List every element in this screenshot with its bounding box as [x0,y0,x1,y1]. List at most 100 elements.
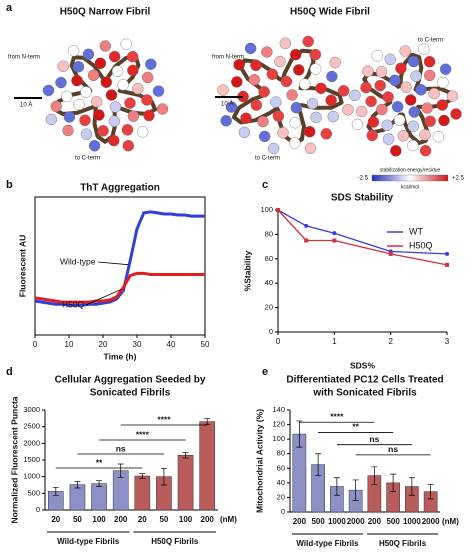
residue [80,128,93,140]
panel-letter: b [6,179,13,191]
series-line [34,210,205,307]
residue [79,114,91,127]
group-label: H50Q Fibrils [379,539,427,548]
x-tick-label: 0 [33,340,38,349]
residue [304,125,316,138]
residue [280,75,293,88]
y-tick-label: 100 [272,434,285,443]
residue [50,100,62,113]
y-tick-label: 0 [36,505,40,514]
y-axis-label: Normalized Fluorescent Puncta [9,396,19,523]
residue [418,43,430,55]
chart-title: Sonicated Fibrils [90,388,171,399]
y-axis-label: %Stability [242,250,252,291]
residue [405,94,417,106]
residue [415,84,427,96]
residue [326,70,338,83]
residue [141,94,153,106]
residue [419,144,432,157]
residue [270,96,282,108]
residue [423,56,436,68]
residue [132,82,144,95]
residue [105,89,118,101]
x-tick-label: 50 [201,340,210,349]
colorbar-tick: +2.5 [452,176,465,182]
residue [266,68,278,80]
bar [69,484,86,511]
residue [233,58,245,71]
x-tick-label: 3 [445,337,450,346]
legend-label: WT [409,226,423,236]
significance-label: ** [352,422,359,432]
chart-title: Differentiated PC12 Cells Treated [286,375,443,386]
residue [126,51,139,63]
legend-label: H50Q [409,240,433,250]
significance-label: ** [96,457,103,467]
residue [55,76,67,89]
chart-title: ThT Aggregation [80,183,160,194]
residue [225,101,238,113]
residue [366,129,378,142]
residue [407,139,419,152]
residue [62,124,74,137]
x-tick-label: 100 [92,515,106,524]
residue [290,48,302,61]
error-bar [390,473,397,492]
residue [419,129,431,141]
colorbar [371,174,449,182]
annotation: H50Q [62,299,85,309]
residue [90,95,103,108]
y-tick-label: 140 [272,405,285,414]
chart-title: SDS Stability [331,193,394,204]
residue [375,66,388,78]
residue [390,145,402,157]
bar [177,455,194,511]
x-tick-label: 100 [179,515,193,524]
residue [97,125,109,137]
error-bar [296,420,303,448]
error-bar [371,466,378,485]
residue [360,81,372,94]
y-tick-label: 20 [265,303,273,312]
residue [248,74,261,86]
residue [424,69,436,82]
residue [108,115,121,127]
x-tick-label: 40 [167,340,176,349]
point [332,231,337,236]
x-tick-label: 2000 [347,517,365,526]
residue [136,126,149,138]
c-term-label: to C-term [255,156,280,162]
residue [376,103,388,116]
residue [127,110,140,122]
residue [349,89,361,102]
y-tick-label: 0 [281,507,285,516]
residue [424,115,436,127]
colorbar-title: stabilization energy/residue [380,167,441,173]
residue [88,140,101,152]
residue [410,70,422,82]
unit-label: (nM) [442,517,459,526]
y-tick-label: 60 [265,254,273,263]
residue [290,101,303,114]
residue [407,120,419,132]
residue [145,58,157,70]
residue [267,142,280,155]
scale-label: 10 Å [221,101,233,108]
residue [240,112,252,124]
point [388,251,393,256]
x-tick-label: 500 [386,517,400,526]
residue [302,35,314,48]
x-tick-label: 200 [201,515,215,524]
residue [143,109,155,122]
fibril-structures [42,35,462,157]
residue [238,126,251,139]
residue [217,84,229,96]
error-bar [160,467,167,486]
residue [63,111,76,123]
error-bar [315,453,322,476]
point [445,251,449,256]
colorbar-tick: -2.5 [358,176,369,182]
x-tick-label: 1000 [403,517,421,526]
residue [42,84,55,97]
chart-title: Cellular Aggregation Seeded by [55,375,206,386]
